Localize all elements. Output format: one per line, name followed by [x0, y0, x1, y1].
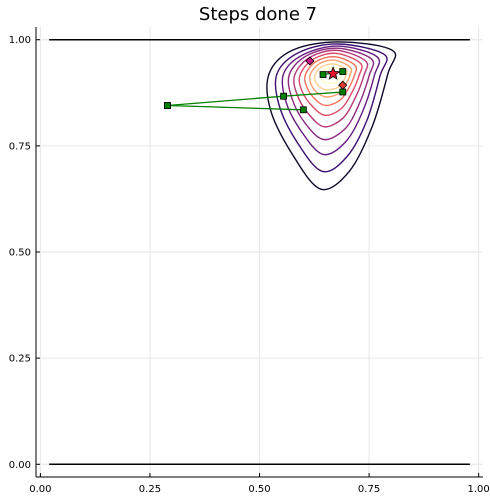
contour-level-0	[266, 41, 397, 191]
x-tick-label-3: 0.75	[358, 484, 380, 495]
y-tick-label-4: 1.00	[9, 35, 31, 46]
x-tick-label-1: 0.25	[139, 484, 161, 495]
marker-layer	[164, 56, 348, 114]
contour-level-4	[293, 49, 369, 128]
path-1-point-0	[164, 102, 171, 109]
chart-title: Steps done 7	[199, 4, 317, 25]
x-tick-label-2: 0.50	[248, 484, 270, 495]
y-tick-label-1: 0.25	[9, 354, 31, 365]
x-tick-label-0: 0.00	[29, 484, 51, 495]
contour-level-1	[274, 43, 388, 173]
diamond-point-0	[305, 56, 315, 66]
diamond-point-1	[338, 80, 348, 90]
optimum-star	[325, 66, 341, 80]
y-tick-label-0: 0.00	[9, 460, 31, 471]
contour-level-5	[298, 52, 363, 117]
grid-layer	[36, 27, 483, 477]
path-2-point-0	[319, 71, 327, 78]
bounds-layer	[49, 38, 470, 466]
x-tick-label-4: 1.00	[467, 484, 489, 495]
path-2-point-1	[339, 68, 347, 75]
path-line-1	[167, 104, 304, 111]
contour-level-3	[287, 47, 375, 141]
contour-layer	[266, 41, 397, 191]
path-0-point-1	[280, 92, 288, 100]
path-line-0	[167, 91, 343, 107]
y-tick-label-3: 0.75	[9, 141, 31, 152]
path-1-point-1	[299, 106, 307, 114]
path-layer	[167, 70, 343, 111]
path-0-point-2	[339, 88, 347, 96]
axes-layer: 0.00 0.25 0.50 0.75 1.00 0.00 0.25 0.50 0.75 1.00	[9, 27, 490, 495]
y-tick-label-2: 0.50	[9, 248, 31, 259]
